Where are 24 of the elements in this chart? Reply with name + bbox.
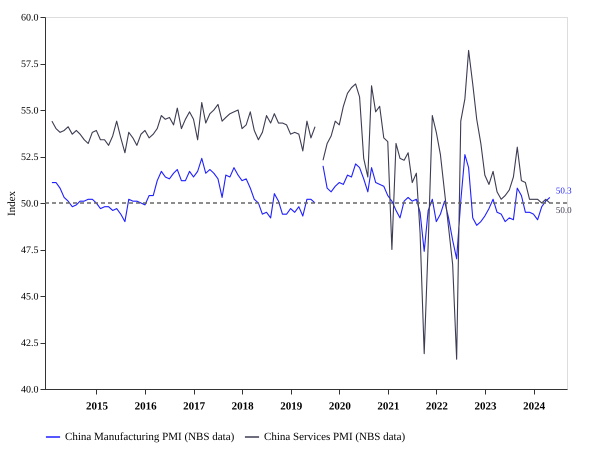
y-tick-label: 50.0 <box>21 198 38 210</box>
y-tick-label: 42.5 <box>21 338 38 349</box>
x-tick-label: 2020 <box>328 400 352 412</box>
x-tick-label: 2019 <box>280 400 303 412</box>
annotation: 50.3 <box>556 185 572 196</box>
y-tick-label: 57.5 <box>21 59 38 70</box>
y-tick-label: 52.5 <box>21 152 38 163</box>
x-tick-label: 2017 <box>183 400 206 412</box>
legend-label: China Manufacturing PMI (NBS data) <box>65 431 235 443</box>
y-tick-label: 45.0 <box>21 292 38 302</box>
annotation: 50.0 <box>556 205 572 215</box>
y-tick-label: 60.0 <box>21 12 38 24</box>
x-tick-label: 2023 <box>474 400 497 412</box>
y-tick-label: 40.0 <box>21 384 38 396</box>
y-tick-label: 47.5 <box>21 245 38 256</box>
legend-label: China Services PMI (NBS data) <box>264 431 406 443</box>
x-tick-label: 2024 <box>523 400 546 412</box>
x-tick-label: 2021 <box>377 400 400 412</box>
x-tick-label: 2018 <box>232 400 254 412</box>
x-tick-label: 2016 <box>134 400 158 412</box>
y-tick-label: 55.0 <box>21 106 38 116</box>
x-tick-label: 2022 <box>426 400 448 412</box>
x-tick-label: 2015 <box>86 400 108 412</box>
y-axis-title: Index <box>6 190 18 216</box>
